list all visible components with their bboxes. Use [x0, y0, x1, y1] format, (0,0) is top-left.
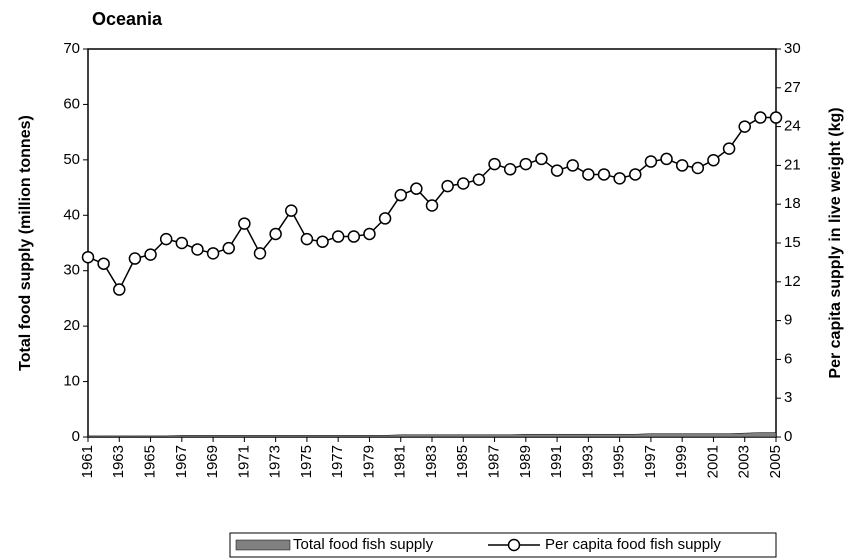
y-tick-label: 10 [63, 373, 80, 390]
legend-label: Per capita food fish supply [545, 536, 721, 553]
area [87, 432, 777, 438]
y2-tick-label: 30 [784, 40, 801, 57]
marker [519, 157, 533, 171]
x-tick-label: 1969 [204, 445, 221, 478]
marker [128, 252, 142, 265]
marker [316, 235, 329, 248]
y-tick-label: 20 [63, 317, 80, 334]
marker [394, 188, 407, 202]
marker [81, 250, 95, 264]
x-tick-label: 1963 [110, 445, 127, 478]
plot-frame [87, 48, 777, 438]
y2-tick-label: 0 [784, 428, 792, 445]
y-tick-label: 50 [63, 151, 80, 168]
chart-title: Oceania [92, 9, 163, 29]
x-tick-label: 1983 [423, 445, 440, 478]
y2-tick-label: 12 [784, 273, 801, 290]
marker [97, 257, 110, 270]
y2-tick-label: 6 [784, 350, 792, 367]
legend-label: Total food fish supply [293, 536, 434, 553]
y-tick-label: 60 [63, 95, 80, 112]
x-tick-label: 1979 [360, 445, 377, 478]
marker [222, 241, 235, 255]
y-tick-label: 30 [63, 262, 80, 279]
marker [144, 248, 157, 261]
x-tick-label: 1995 [611, 445, 628, 478]
y2-axis-label: Per capita supply in live weight (kg) [827, 107, 844, 378]
marker [253, 247, 267, 260]
x-tick-label: 2005 [767, 445, 784, 478]
x-tick-label: 1967 [173, 445, 190, 478]
marker [175, 236, 189, 250]
y2-tick-label: 24 [784, 118, 801, 135]
marker [597, 168, 611, 181]
marker [738, 120, 751, 133]
x-tick-label: 2001 [704, 445, 721, 478]
x-tick-label: 1989 [517, 445, 534, 478]
y-tick-label: 40 [63, 206, 80, 223]
marker [769, 111, 783, 124]
x-tick-label: 1991 [548, 445, 565, 478]
legend-swatch [235, 539, 291, 551]
x-tick-label: 1977 [329, 445, 346, 478]
marker [300, 232, 314, 246]
x-tick-label: 2003 [736, 445, 753, 478]
marker [113, 283, 126, 296]
marker [644, 155, 658, 168]
marker [238, 217, 251, 230]
x-tick-label: 1999 [673, 445, 690, 478]
x-tick-label: 1987 [486, 445, 503, 478]
marker [269, 227, 282, 241]
marker [722, 142, 736, 155]
x-tick-label: 1975 [298, 445, 315, 478]
y2-tick-label: 15 [784, 234, 801, 251]
marker [441, 179, 454, 193]
marker [457, 177, 470, 190]
marker [691, 161, 705, 175]
marker [472, 173, 486, 186]
x-tick-label: 1961 [79, 445, 96, 478]
marker [550, 164, 564, 177]
marker [629, 168, 642, 181]
marker [503, 163, 517, 176]
marker [566, 159, 579, 172]
marker [425, 199, 439, 212]
marker [535, 152, 548, 166]
marker [582, 168, 595, 181]
marker [285, 204, 298, 217]
marker [613, 172, 626, 185]
y2-tick-label: 21 [784, 156, 801, 173]
y-tick-label: 70 [63, 40, 80, 57]
y-axis-label: Total food supply (million tonnes) [17, 115, 34, 371]
marker [378, 212, 392, 225]
y2-tick-label: 3 [784, 389, 792, 406]
marker [347, 230, 361, 243]
x-tick-label: 1981 [392, 445, 409, 478]
marker [191, 243, 204, 256]
x-tick-label: 1971 [235, 445, 252, 478]
x-tick-label: 1973 [267, 445, 284, 478]
legend-box [229, 532, 777, 558]
marker [363, 227, 376, 241]
marker [660, 152, 673, 166]
marker [206, 247, 220, 260]
y2-tick-label: 9 [784, 312, 792, 329]
marker [754, 111, 767, 124]
marker [707, 153, 720, 167]
x-tick-label: 1985 [454, 445, 471, 478]
y2-tick-label: 27 [784, 79, 801, 96]
marker [675, 159, 689, 172]
marker [488, 157, 501, 171]
legend-marker [507, 538, 521, 552]
y-tick-label: 0 [72, 428, 80, 445]
marker [331, 230, 345, 243]
x-tick-label: 1993 [579, 445, 596, 478]
marker [410, 182, 423, 195]
x-tick-label: 1965 [142, 445, 159, 478]
y2-tick-label: 18 [784, 195, 801, 212]
marker [159, 232, 173, 246]
x-tick-label: 1997 [642, 445, 659, 478]
